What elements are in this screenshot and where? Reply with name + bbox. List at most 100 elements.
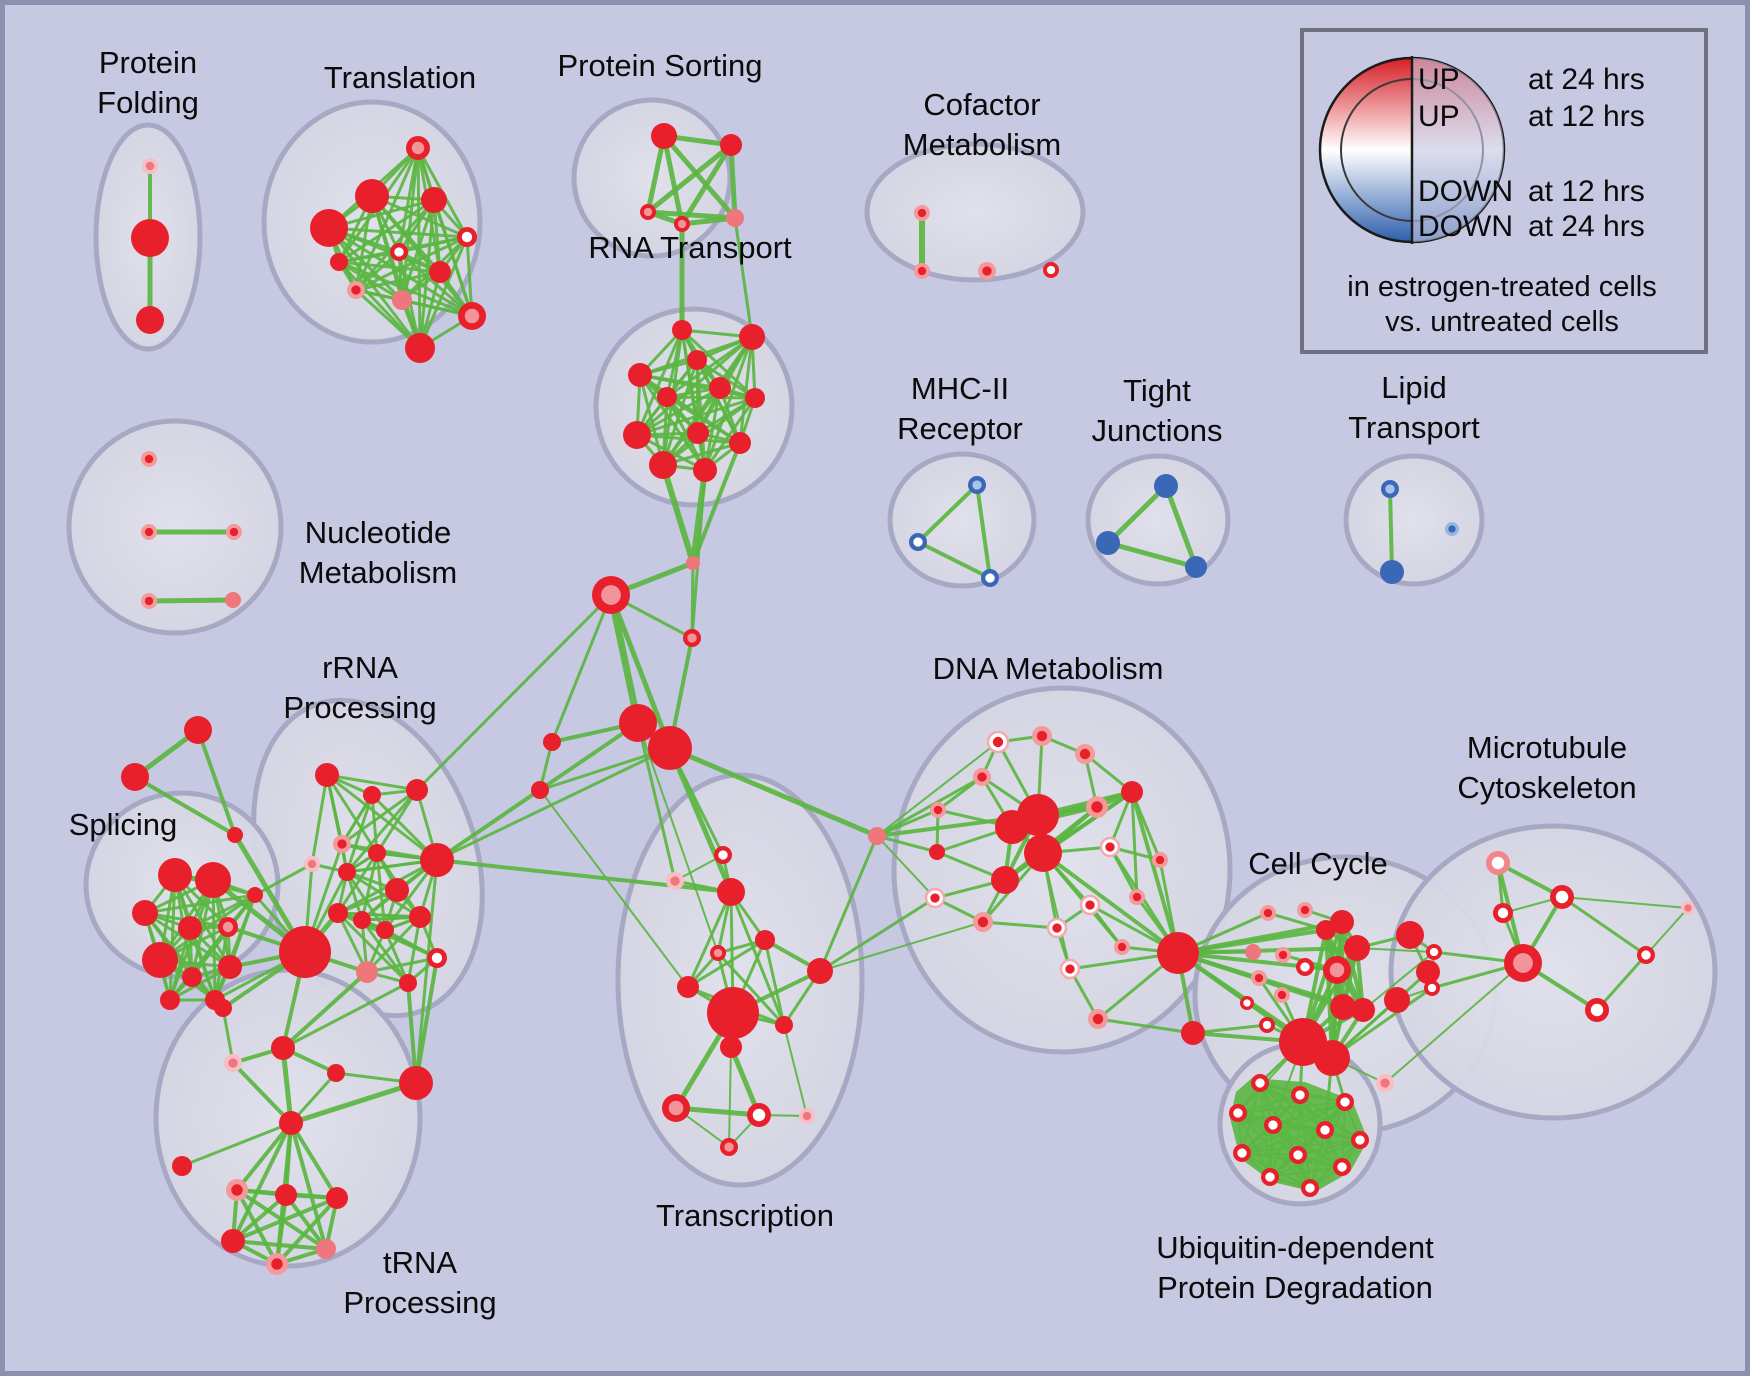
network-node-rt5 [709,377,731,399]
network-edge [336,911,410,985]
network-node-mc3 [1493,903,1513,923]
network-node-ccl [1181,1021,1205,1045]
legend-time-label-2: at 12 hrs [1528,100,1645,133]
network-edge [716,951,786,1027]
network-node-cc10 [1251,970,1267,986]
network-edge [607,591,642,727]
network-edge [818,896,937,973]
network-node-tl8 [347,281,365,299]
cluster-ellipse-tight-junctions [1085,453,1231,587]
network-node-rr12 [409,906,431,928]
network-node-ps2 [720,134,742,156]
network-edge [289,1121,328,1251]
network-node-ps5 [726,209,744,227]
network-edge [1130,790,1139,899]
network-node-ub9 [1289,1146,1307,1164]
cluster-label-tight-junctions-line2: Junctions [1092,413,1223,448]
network-edge [158,893,257,962]
network-node-cc6 [1245,944,1261,960]
network-edge [133,775,237,837]
network-node-ub7 [1351,1131,1369,1149]
network-edge [819,921,984,972]
network-node-mh2 [909,533,927,551]
network-node-ccu2 [1314,1040,1350,1076]
network-node-cc16 [1396,921,1424,949]
network-edge [1330,970,1430,1060]
network-node-rr11 [376,921,394,939]
network-node-ub12 [1301,1179,1319,1197]
network-node-rt12 [693,458,717,482]
network-node-t9 [775,1016,793,1034]
network-node-tj3 [1185,556,1207,578]
network-edge [1330,986,1434,1060]
network-node-lt2 [1380,560,1404,584]
network-edge [281,981,410,1050]
network-node-t8 [707,987,759,1039]
network-node-rr8 [385,878,409,902]
network-node-cc9 [1323,956,1351,984]
network-edge [635,396,757,437]
network-node-ub2 [1291,1086,1309,1104]
network-node-nm2 [141,524,157,540]
network-node-tl2 [355,179,389,213]
network-node-rr5 [304,856,320,872]
cluster-label-mhc-ii-receptor-line1: MHC-II [911,371,1009,406]
network-edge [337,260,442,274]
network-node-ub10 [1333,1158,1351,1176]
network-edge [360,851,379,922]
network-edge [180,1121,293,1168]
network-node-ub4 [1229,1104,1247,1122]
network-edge [415,593,613,792]
network-node-sp7 [182,967,202,987]
network-edge [645,209,738,221]
network-edge [975,483,992,580]
network-edge [667,745,880,839]
network-edge [340,793,374,846]
cluster-label-rna-transport-line1: RNA Transport [588,230,792,265]
network-node-dm14 [973,912,993,932]
network-node-rr13 [427,948,447,968]
network-node-rr6 [338,863,356,881]
ubiquitin-dense-edges-blob [1230,1078,1368,1192]
network-edge [661,133,685,227]
network-edge [1384,962,1524,1084]
legend-dial-faded-half [1412,58,1504,242]
network-node-cc5 [1344,935,1370,961]
network-node-t2 [714,846,732,864]
network-edge [876,835,936,899]
network-node-cc1 [1260,905,1276,921]
network-edge [1645,907,1689,956]
network-node-rr15 [399,974,417,992]
network-edge [539,789,689,988]
network-node-tr1 [184,716,212,744]
network-edge [325,773,439,862]
network-node-c1 [686,556,700,570]
network-edge [703,335,754,472]
network-node-sh [279,926,331,978]
cluster-label-lipid-transport-line2: Transport [1348,410,1480,445]
network-edge [1176,920,1344,955]
network-edge [235,1121,293,1192]
network-edge [875,775,984,838]
network-node-mc6 [1424,980,1440,996]
network-edge [310,773,329,866]
network-node-cc18 [1384,987,1410,1013]
network-node-sp1 [158,858,192,892]
network-edge [645,142,734,215]
network-node-mc1 [1486,851,1510,875]
cluster-ellipse-nucleotide-metabolism [66,418,284,636]
network-edge [345,793,374,874]
network-node-rr1 [315,763,339,787]
network-edge [168,873,177,1002]
network-node-t14 [720,1138,738,1156]
network-node-dm4 [973,768,991,786]
network-node-rt2 [739,324,765,350]
network-node-dm12 [929,844,945,860]
cluster-label-lipid-transport-line1: Lipid [1381,370,1447,405]
network-edge [365,915,422,974]
network-edge [1561,896,1689,909]
network-edge [327,226,422,350]
network-edge [354,250,401,292]
cluster-label-trna-processing-line2: Processing [343,1285,496,1320]
network-edge [370,194,474,318]
